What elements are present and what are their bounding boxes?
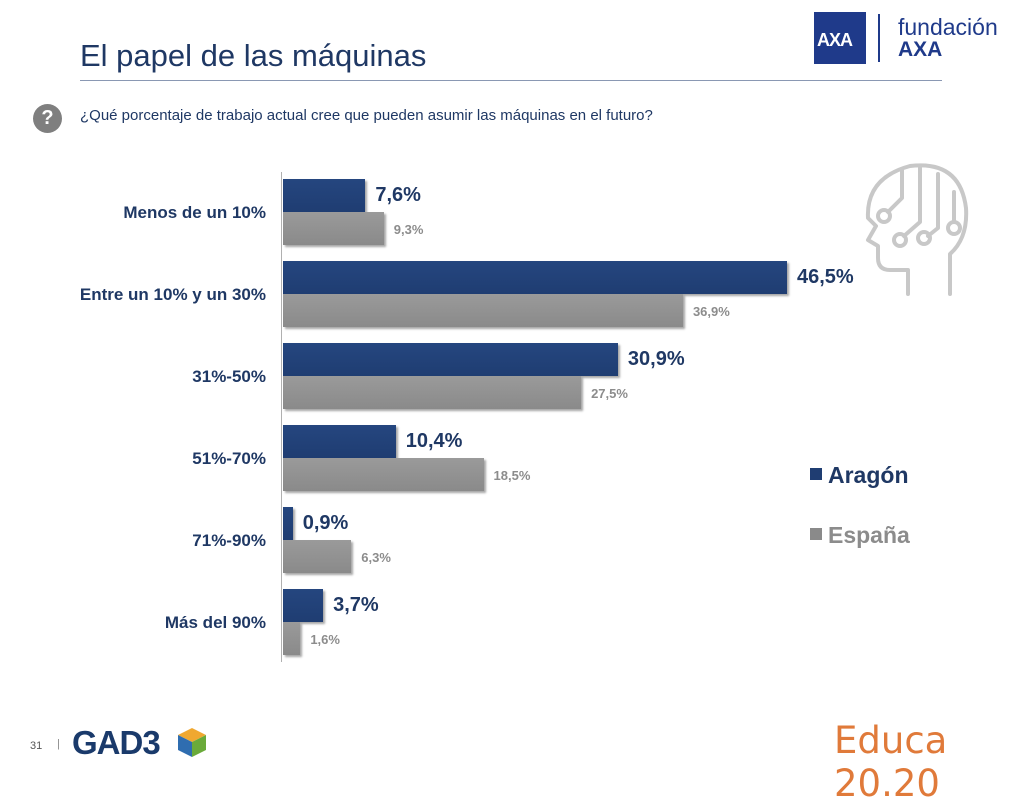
axa-mark: AXA	[814, 12, 866, 64]
gad3-logo: GAD3	[72, 724, 212, 761]
bar-espana	[283, 212, 384, 245]
bar-aragon	[283, 425, 396, 458]
value-label-espana: 1,6%	[310, 632, 340, 647]
question-mark-icon: ?	[33, 104, 62, 133]
logo-line-2: AXA	[898, 38, 943, 61]
bar-espana	[283, 376, 582, 409]
bar-espana	[283, 622, 301, 655]
fundacion-axa-logo: AXA fundación AXA	[814, 12, 1014, 64]
logo-line-1: fundación	[898, 14, 998, 40]
value-label-espana: 9,3%	[393, 222, 424, 237]
value-label-aragon: 30,9%	[627, 348, 685, 370]
category-label: 71%-90%	[192, 531, 266, 550]
footer-separator: |	[57, 738, 60, 750]
cube-icon	[178, 728, 206, 757]
value-label-aragon: 3,7%	[333, 594, 379, 616]
logo-divider	[878, 14, 880, 62]
bar-aragon	[283, 179, 366, 212]
page-title: El papel de las máquinas	[80, 38, 427, 73]
value-label-espana: 18,5%	[493, 468, 531, 483]
chart-axis	[281, 172, 282, 662]
value-label-espana: 6,3%	[361, 550, 391, 565]
ai-head-icon	[865, 163, 969, 296]
legend-swatch	[810, 468, 822, 480]
bar-aragon	[283, 261, 787, 294]
bar-espana	[283, 540, 352, 573]
value-label-aragon: 0,9%	[302, 512, 349, 534]
value-label-aragon: 10,4%	[405, 430, 463, 452]
survey-question: ¿Qué porcentaje de trabajo actual cree q…	[80, 107, 653, 124]
educa-2020-logo: Educa 20.20	[834, 719, 948, 805]
legend-swatch	[810, 528, 822, 540]
category-label: Entre un 10% y un 30%	[79, 285, 266, 304]
value-label-aragon: 46,5%	[797, 266, 854, 288]
page-number: 31	[30, 740, 43, 752]
category-label: 51%-70%	[192, 449, 266, 468]
legend-item-aragon: Aragón	[810, 462, 909, 489]
bar-aragon	[283, 343, 618, 376]
value-label-aragon: 7,6%	[375, 184, 421, 206]
category-label: Menos de un 10%	[123, 203, 266, 222]
value-label-espana: 36,9%	[692, 304, 730, 319]
bar-aragon	[283, 507, 293, 540]
bar-espana	[283, 294, 683, 327]
category-label: Más del 90%	[164, 613, 266, 632]
bar-aragon	[283, 589, 324, 622]
category-label: 31%-50%	[192, 367, 266, 386]
legend-item-espana: España	[810, 522, 910, 549]
value-label-espana: 27,5%	[591, 386, 628, 401]
title-divider	[80, 80, 942, 81]
bar-espana	[283, 458, 484, 491]
